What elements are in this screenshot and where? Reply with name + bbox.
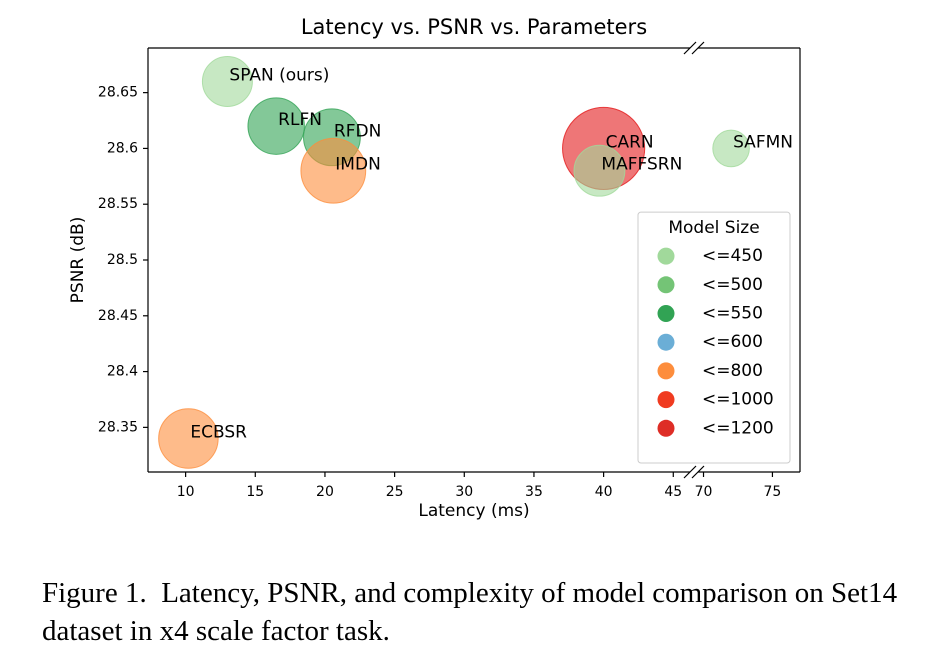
point-label: SPAN (ours) xyxy=(229,65,329,85)
legend-marker xyxy=(657,276,675,294)
point-label: RFDN xyxy=(334,121,381,141)
legend-marker xyxy=(657,247,675,265)
x-tick-label: 40 xyxy=(595,484,613,500)
legend-label: <=800 xyxy=(702,361,763,381)
axis-break xyxy=(691,41,705,55)
bubble xyxy=(158,408,219,469)
legend-marker xyxy=(657,333,675,351)
x-tick-label: 15 xyxy=(246,484,264,500)
chart: Latency vs. PSNR vs. Parameters Latency … xyxy=(68,15,801,521)
point-label: IMDN xyxy=(335,155,381,175)
bubble xyxy=(573,144,626,197)
y-tick-label: 28.45 xyxy=(98,308,138,324)
legend-marker xyxy=(657,419,675,437)
x-tick-label: 45 xyxy=(664,484,682,500)
legend-label: <=550 xyxy=(702,304,763,324)
legend-marker xyxy=(657,362,675,380)
bubble xyxy=(247,97,305,155)
legend-marker xyxy=(657,391,675,409)
x-tick-label: 75 xyxy=(764,484,782,500)
legend-label: <=450 xyxy=(702,246,763,266)
x-axis-label: Latency (ms) xyxy=(418,501,529,521)
legend-marker xyxy=(657,305,675,322)
y-tick-label: 28.6 xyxy=(107,140,138,156)
x-tick-label: 20 xyxy=(316,484,334,500)
x-tick-label: 10 xyxy=(177,484,195,500)
y-tick-label: 28.5 xyxy=(107,252,138,268)
x-tick-label: 35 xyxy=(525,484,543,500)
y-axis-label: PSNR (dB) xyxy=(68,217,88,304)
x-tick-label: 70 xyxy=(695,484,713,500)
bubble xyxy=(201,55,253,107)
y-tick-label: 28.55 xyxy=(98,196,138,212)
axis-break xyxy=(691,465,705,479)
point-label: SAFMN xyxy=(733,132,793,152)
x-tick-label: 25 xyxy=(386,484,404,500)
axis-break xyxy=(683,41,697,55)
bubble xyxy=(300,137,367,204)
point-label: CARN xyxy=(606,132,654,152)
legend-title: Model Size xyxy=(668,218,759,238)
legend-label: <=600 xyxy=(702,332,763,352)
legend-label: <=1200 xyxy=(702,418,774,438)
point-label: MAFFSRN xyxy=(601,155,682,175)
bubble xyxy=(712,129,750,168)
x-tick-label: 30 xyxy=(455,484,473,500)
point-label: ECBSR xyxy=(190,423,247,443)
axis-break xyxy=(683,465,697,479)
legend-label: <=500 xyxy=(702,275,763,295)
legend-label: <=1000 xyxy=(702,390,774,410)
y-tick-label: 28.35 xyxy=(98,419,138,435)
y-tick-label: 28.4 xyxy=(107,364,138,380)
point-label: RLFN xyxy=(278,110,322,130)
chart-title: Latency vs. PSNR vs. Parameters xyxy=(301,15,647,39)
legend-box xyxy=(637,211,791,464)
caption: Figure 1. Latency, PSNR, and complexity … xyxy=(42,577,905,647)
y-tick-label: 28.65 xyxy=(98,85,138,101)
